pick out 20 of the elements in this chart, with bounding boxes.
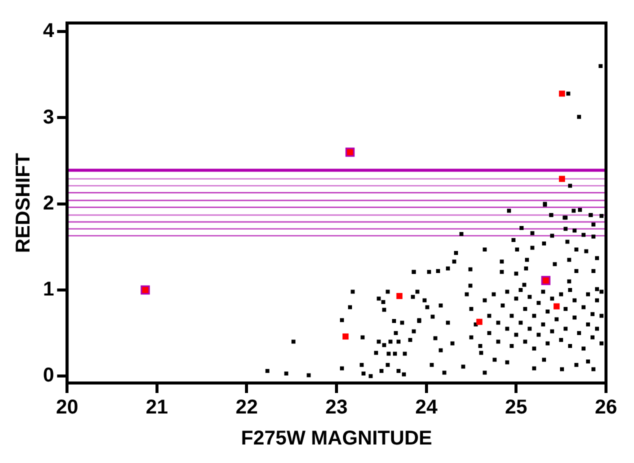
y-tick-label: 1 [43, 278, 54, 300]
y-tick-label: 4 [43, 20, 55, 42]
x-tick-label: 26 [594, 396, 618, 419]
x-tick-label: 20 [56, 396, 78, 419]
x-tick-label: 21 [146, 396, 168, 419]
point [342, 333, 349, 340]
point [476, 318, 482, 325]
x-tick-label: 22 [236, 396, 258, 419]
x-axis-title: F275W MAGNITUDE [241, 428, 432, 450]
x-tick-label: 25 [505, 396, 528, 419]
y-tick-label: 3 [43, 106, 54, 128]
y-tick-label: 2 [43, 192, 54, 214]
x-tick-label: 24 [415, 396, 438, 419]
y-axis-title: REDSHIFT [12, 153, 35, 253]
y-tick-label: 0 [43, 364, 54, 387]
point [558, 176, 566, 182]
point [558, 90, 566, 97]
point [396, 292, 402, 300]
point [554, 303, 560, 310]
x-tick-label: 23 [325, 396, 348, 419]
